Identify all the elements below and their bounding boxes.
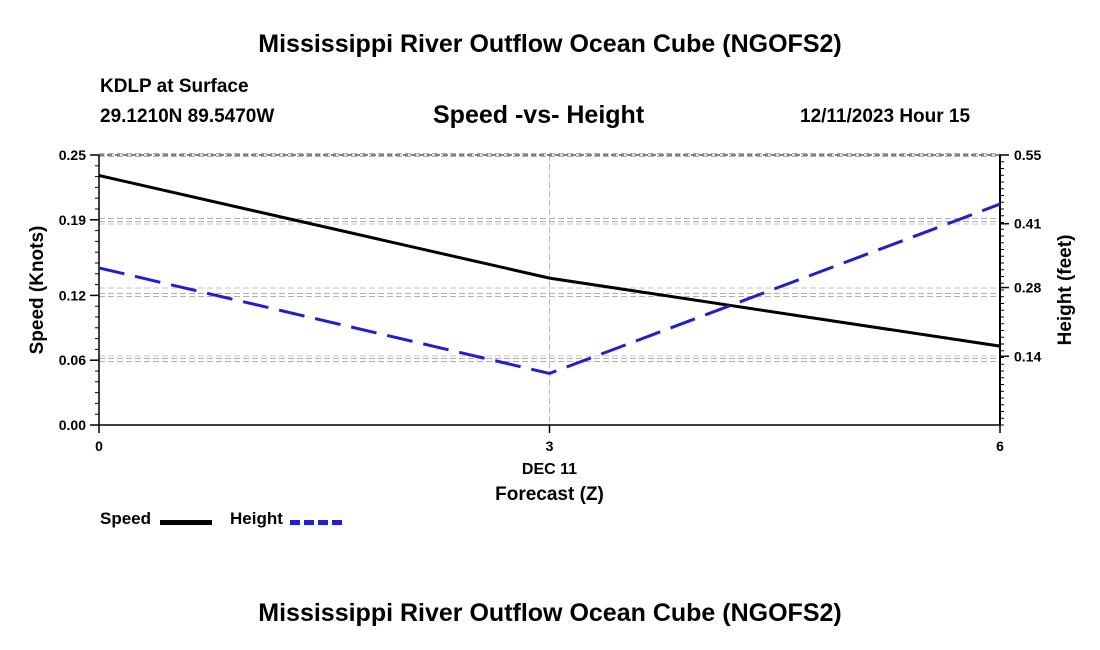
right-tick-label-2: 0.41	[1014, 216, 1041, 232]
right-tick-label-3: 0.55	[1014, 147, 1041, 163]
x-axis-title: Forecast (Z)	[495, 484, 604, 505]
right-tick-label-1: 0.28	[1014, 280, 1041, 296]
left-tick-label-0: 0.00	[59, 417, 86, 433]
station-label: KDLP at Surface	[100, 76, 249, 97]
left-tick-label-1: 0.06	[59, 352, 86, 368]
forecast-datetime: 12/11/2023 Hour 15	[800, 106, 971, 127]
legend-label-speed: Speed	[100, 509, 152, 528]
chart-main-title: Mississippi River Outflow Ocean Cube (NG…	[258, 30, 842, 58]
legend-swatch-height	[290, 520, 342, 525]
chart-subtitle: Speed -vs- Height	[433, 101, 645, 129]
left-tick-label-3: 0.19	[59, 212, 86, 228]
legend-label-height: Height	[230, 509, 283, 528]
station-coordinates: 29.1210N 89.5470W	[100, 106, 275, 127]
x-tick-label-1: 3	[546, 438, 554, 454]
chart-footer-title: Mississippi River Outflow Ocean Cube (NG…	[258, 599, 842, 627]
x-date-label: DEC 11	[522, 461, 577, 478]
speed-height-chart: 0.00 0.06 0.12 0.19 0.25 0.14 0.28 0.41 0.55 0 3 6 D…	[27, 147, 1076, 505]
legend-swatch-speed	[160, 520, 212, 525]
x-tick-label-0: 0	[95, 438, 103, 454]
left-tick-label-2: 0.12	[59, 287, 86, 303]
x-tick-label-2: 6	[996, 438, 1004, 454]
y-right-axis-title: Height (feet)	[1055, 235, 1076, 346]
right-tick-label-0: 0.14	[1014, 348, 1041, 364]
left-tick-label-4: 0.25	[59, 147, 86, 163]
y-left-axis-title: Speed (Knots)	[27, 226, 48, 355]
